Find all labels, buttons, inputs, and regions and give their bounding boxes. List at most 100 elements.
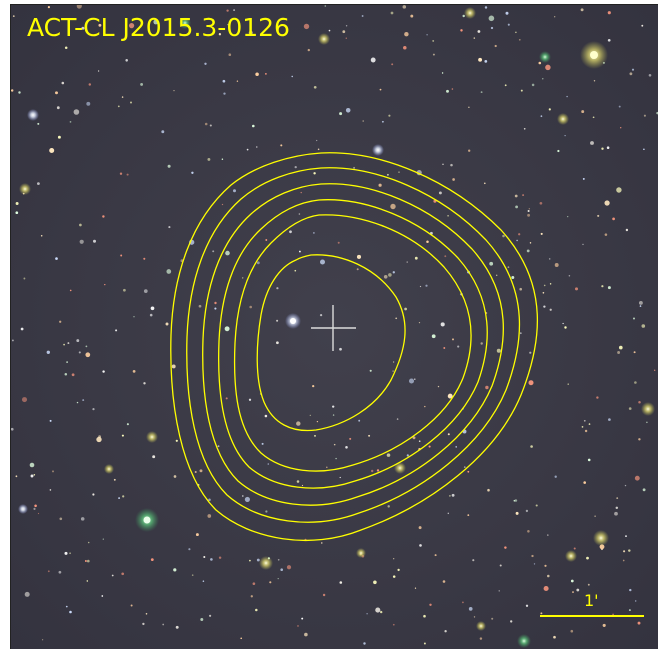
star <box>162 623 165 626</box>
star <box>622 559 625 562</box>
star <box>418 526 422 530</box>
star <box>531 554 534 558</box>
star <box>518 38 521 41</box>
star <box>549 308 552 311</box>
star <box>111 574 114 577</box>
star <box>554 475 557 478</box>
star <box>515 511 519 515</box>
star <box>228 53 232 56</box>
star <box>61 81 65 85</box>
star <box>86 559 90 563</box>
star <box>280 144 283 147</box>
star <box>199 469 203 473</box>
star <box>515 31 517 34</box>
star <box>604 233 608 236</box>
star <box>165 322 169 326</box>
star <box>548 108 551 111</box>
star <box>539 201 543 205</box>
star <box>168 226 171 229</box>
star <box>214 307 217 310</box>
star <box>547 574 550 578</box>
star <box>345 25 348 27</box>
star <box>654 369 656 371</box>
star <box>504 84 507 87</box>
star <box>618 345 623 350</box>
star <box>265 73 267 75</box>
star <box>46 350 50 354</box>
star <box>542 78 544 80</box>
star <box>339 581 343 584</box>
star <box>313 232 315 234</box>
star <box>455 446 458 448</box>
star <box>545 64 551 71</box>
star <box>149 313 153 317</box>
star <box>419 544 422 547</box>
star <box>447 433 450 436</box>
star <box>49 419 52 422</box>
star <box>447 393 453 399</box>
star <box>602 623 606 627</box>
star <box>204 62 207 65</box>
star <box>477 30 481 33</box>
star <box>392 370 394 372</box>
star <box>617 351 621 354</box>
bright-star-core <box>290 318 296 324</box>
star <box>643 148 645 150</box>
star <box>514 499 518 502</box>
star <box>438 191 442 195</box>
star <box>296 421 301 426</box>
star <box>608 418 611 421</box>
star <box>540 115 543 118</box>
star <box>601 548 603 551</box>
star <box>583 481 586 484</box>
star <box>468 149 471 152</box>
star <box>80 517 85 521</box>
star <box>221 203 224 206</box>
bright-star <box>259 556 273 570</box>
star <box>643 114 646 117</box>
star <box>143 257 146 260</box>
star <box>96 436 102 443</box>
star <box>66 361 68 363</box>
star <box>451 88 454 90</box>
star <box>404 307 407 311</box>
star <box>291 75 293 78</box>
star <box>326 466 328 468</box>
star <box>533 563 536 565</box>
star <box>11 427 14 431</box>
star <box>20 327 24 331</box>
star <box>625 228 629 232</box>
star <box>452 178 455 181</box>
star <box>69 289 72 292</box>
star <box>313 172 316 175</box>
star <box>504 546 507 549</box>
star <box>606 146 610 149</box>
star <box>584 429 588 433</box>
star <box>342 30 346 34</box>
star <box>648 73 652 77</box>
star <box>391 63 394 66</box>
star <box>276 287 279 290</box>
star <box>153 19 159 25</box>
star <box>519 287 522 291</box>
star <box>294 165 297 169</box>
star <box>303 23 310 30</box>
star <box>324 5 327 7</box>
star <box>446 89 449 93</box>
star <box>426 240 429 243</box>
star <box>252 124 255 128</box>
star <box>173 475 177 478</box>
star <box>86 580 89 582</box>
star <box>64 46 68 49</box>
star <box>143 289 148 293</box>
star <box>261 442 264 445</box>
star <box>641 24 644 27</box>
star <box>646 421 648 424</box>
star <box>467 470 470 473</box>
star <box>204 122 208 126</box>
star <box>434 554 437 557</box>
star <box>527 209 530 213</box>
star <box>84 560 87 562</box>
star <box>616 187 622 193</box>
star <box>554 263 559 267</box>
